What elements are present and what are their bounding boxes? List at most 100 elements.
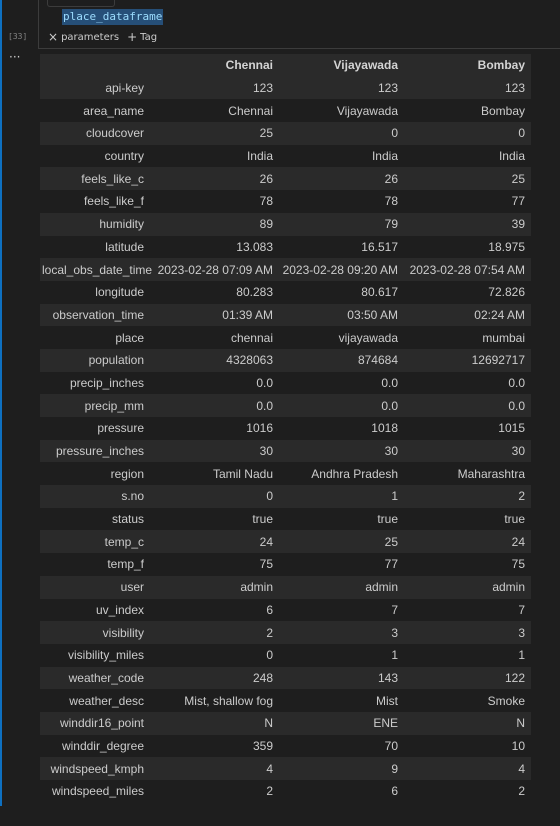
table-cell: Bombay bbox=[480, 103, 525, 118]
row-index-label: observation_time bbox=[52, 307, 144, 322]
table-cell: 01:39 AM bbox=[222, 307, 273, 322]
table-cell: 30 bbox=[384, 444, 398, 459]
table-row: cloudcover 25 0 0 bbox=[40, 122, 531, 145]
table-row: visibility_miles 0 1 1 bbox=[40, 643, 531, 667]
add-tag-label: Tag bbox=[140, 31, 158, 43]
table-row: feels_like_f 78 78 77 bbox=[40, 190, 531, 213]
tag-parameters[interactable]: × parameters bbox=[48, 30, 120, 44]
ellipsis-icon[interactable]: ··· bbox=[9, 50, 21, 64]
table-cell: mumbai bbox=[482, 330, 525, 345]
row-index-label: user bbox=[120, 580, 144, 595]
table-cell: true bbox=[377, 512, 398, 527]
row-index-label: longitude bbox=[95, 285, 144, 300]
table-row: weather_code 248 143 122 bbox=[40, 666, 531, 690]
table-cell: 12692717 bbox=[471, 353, 525, 368]
row-index-label: precip_mm bbox=[84, 398, 144, 413]
row-index-label: weather_code bbox=[68, 670, 144, 685]
column-header: Bombay bbox=[477, 58, 525, 73]
table-cell: Mist bbox=[376, 693, 398, 708]
table-row: longitude 80.283 80.617 72.826 bbox=[40, 280, 531, 304]
cell-output-divider bbox=[38, 48, 560, 49]
table-row: area_name Chennai Vijayawada Bombay bbox=[40, 99, 531, 123]
table-row: temp_c 24 25 24 bbox=[40, 530, 531, 554]
row-index-label: precip_inches bbox=[69, 375, 144, 390]
table-cell: 25 bbox=[259, 126, 273, 141]
row-index-label: place bbox=[115, 330, 144, 345]
close-icon[interactable]: × bbox=[48, 30, 59, 44]
code-editor-line[interactable]: place_dataframe bbox=[62, 9, 164, 25]
table-cell: 26 bbox=[384, 171, 398, 186]
table-cell: 0 bbox=[266, 648, 273, 663]
dataframe-output: Chennai Vijayawada Bombay api-key 123 123 1… bbox=[40, 54, 531, 803]
table-cell: admin bbox=[240, 580, 273, 595]
table-cell: 18.975 bbox=[488, 239, 525, 254]
table-cell: ENE bbox=[373, 716, 398, 731]
row-index-label: country bbox=[104, 149, 144, 164]
row-index-label: pressure bbox=[97, 421, 144, 436]
row-index-label: s.no bbox=[121, 489, 144, 504]
table-cell: 26 bbox=[259, 171, 273, 186]
table-cell: 123 bbox=[504, 81, 525, 96]
table-row: windspeed_kmph 4 9 4 bbox=[40, 757, 531, 780]
table-cell: 874684 bbox=[357, 353, 398, 368]
table-cell: India bbox=[498, 149, 525, 164]
table-cell: vijayawada bbox=[338, 330, 398, 345]
table-cell: true bbox=[504, 512, 525, 527]
table-cell: 02:24 AM bbox=[474, 307, 525, 322]
table-cell: 03:50 AM bbox=[347, 307, 398, 322]
table-row: visibility 2 3 3 bbox=[40, 621, 531, 644]
table-row: winddir_degree 359 70 10 bbox=[40, 734, 531, 758]
table-cell: 1 bbox=[518, 648, 525, 663]
table-row: pressure_inches 30 30 30 bbox=[40, 439, 531, 463]
table-row: temp_f 75 77 75 bbox=[40, 553, 531, 576]
table-cell: 0.0 bbox=[508, 398, 525, 413]
table-cell: 1018 bbox=[371, 421, 398, 436]
cell-focus-indicator bbox=[0, 0, 2, 806]
table-row: country India India India bbox=[40, 144, 531, 168]
table-cell: 143 bbox=[377, 670, 398, 685]
table-cell: 1015 bbox=[498, 421, 525, 436]
table-row: winddir16_point N ENE N bbox=[40, 711, 531, 735]
table-row: precip_inches 0.0 0.0 0.0 bbox=[40, 371, 531, 395]
table-cell: 0.0 bbox=[256, 375, 273, 390]
row-index-label: winddir16_point bbox=[59, 716, 144, 731]
row-index-label: area_name bbox=[83, 103, 144, 118]
table-cell: Andhra Pradesh bbox=[311, 466, 398, 481]
row-index-label: cloudcover bbox=[85, 126, 144, 141]
row-index-label: temp_c bbox=[104, 534, 144, 549]
table-row: local_obs_date_time 2023-02-28 07:09 AM 20… bbox=[40, 258, 531, 281]
tag-label: parameters bbox=[61, 31, 120, 43]
table-cell: 0.0 bbox=[256, 398, 273, 413]
table-row: precip_mm 0.0 0.0 0.0 bbox=[40, 394, 531, 417]
table-row: region Tamil Nadu Andhra Pradesh Maharashtr… bbox=[40, 462, 531, 486]
code-cell[interactable]: place_dataframe bbox=[38, 0, 560, 48]
table-cell: 30 bbox=[511, 444, 525, 459]
row-index-label: visibility_miles bbox=[67, 648, 144, 663]
row-index-label: pressure_inches bbox=[55, 444, 144, 459]
table-row: place chennai vijayawada mumbai bbox=[40, 326, 531, 349]
table-cell: 78 bbox=[259, 194, 273, 209]
table-row: windspeed_miles 2 6 2 bbox=[40, 780, 531, 803]
table-cell: 6 bbox=[391, 784, 398, 799]
row-index-label: humidity bbox=[99, 217, 144, 232]
table-body: api-key 123 123 123 area_name Chennai Vijayawa… bbox=[40, 76, 531, 803]
dataframe-table: Chennai Vijayawada Bombay api-key 123 123 1… bbox=[40, 54, 531, 803]
cell-run-toolbar[interactable] bbox=[47, 0, 115, 7]
table-cell: 2 bbox=[266, 784, 273, 799]
index-header bbox=[40, 54, 154, 77]
row-index-label: region bbox=[110, 466, 144, 481]
table-cell: 0 bbox=[391, 126, 398, 141]
table-cell: 30 bbox=[259, 444, 273, 459]
table-row: weather_desc Mist, shallow fog Mist Smoke bbox=[40, 689, 531, 712]
table-cell: 4 bbox=[266, 761, 273, 776]
table-cell: Maharashtra bbox=[457, 466, 525, 481]
table-cell: 123 bbox=[377, 81, 398, 96]
table-cell: 80.283 bbox=[236, 285, 273, 300]
row-index-label: temp_f bbox=[107, 557, 144, 572]
table-cell: 2023-02-28 07:09 AM bbox=[157, 262, 273, 277]
table-cell: 123 bbox=[252, 81, 273, 96]
table-cell: 248 bbox=[252, 670, 273, 685]
add-tag-button[interactable]: + Tag bbox=[127, 31, 158, 43]
table-cell: 4 bbox=[518, 761, 525, 776]
row-index-label: uv_index bbox=[95, 602, 144, 617]
